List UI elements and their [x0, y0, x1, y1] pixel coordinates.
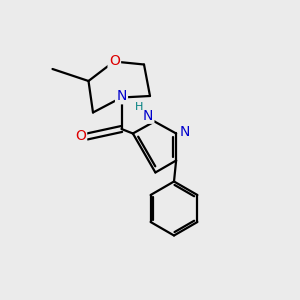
Text: O: O: [109, 54, 120, 68]
Text: H: H: [135, 102, 143, 112]
Text: N: N: [179, 125, 190, 139]
Text: N: N: [143, 109, 153, 122]
Text: O: O: [75, 129, 86, 143]
Text: N: N: [116, 89, 127, 103]
